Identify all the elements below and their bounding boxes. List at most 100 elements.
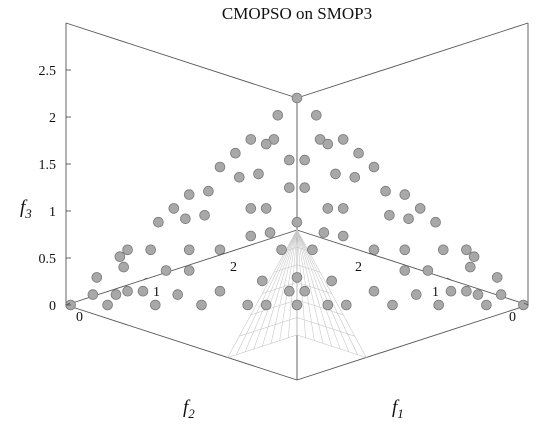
box-edge-top-right (296, 22, 529, 99)
data-point (380, 185, 391, 197)
z-tick-label: 1 (49, 205, 56, 220)
data-point (307, 244, 318, 256)
data-point (433, 299, 445, 311)
data-point (260, 203, 272, 214)
z-tick-label: 2 (49, 111, 56, 126)
data-point (491, 272, 503, 283)
data-point (196, 299, 207, 311)
data-point (183, 265, 195, 276)
data-point (518, 299, 529, 311)
floor-edge-f2 (65, 304, 298, 381)
data-point (150, 299, 161, 311)
y-tick (446, 277, 452, 281)
data-point (318, 227, 330, 238)
data-point (91, 272, 103, 283)
data-point (230, 147, 241, 159)
data-point (399, 189, 411, 200)
y-tick-label: 2 (355, 260, 362, 275)
data-point (272, 110, 284, 121)
data-point (322, 203, 334, 214)
data-point (461, 244, 472, 256)
z-tick-label: 1.5 (39, 158, 57, 173)
data-point (110, 289, 122, 300)
data-point (445, 285, 457, 297)
y-tick-label: 0 (509, 310, 516, 325)
data-point (422, 265, 434, 276)
data-point (337, 134, 349, 145)
x-tick (219, 252, 225, 256)
x-tick (65, 302, 71, 306)
data-point (283, 285, 295, 297)
data-point (322, 299, 334, 311)
data-point (114, 251, 126, 263)
data-point (495, 289, 507, 300)
z-axis-label: f3 (20, 197, 32, 221)
data-point (183, 244, 195, 256)
data-point (203, 185, 214, 197)
data-point (291, 92, 303, 104)
floor-edge-f1 (296, 304, 529, 381)
data-point (283, 182, 295, 194)
data-point (199, 210, 210, 221)
data-point (260, 138, 272, 150)
wireframe-ring (273, 264, 321, 273)
data-point (464, 261, 476, 273)
data-point (245, 203, 257, 214)
data-point (291, 272, 303, 283)
data-point (172, 289, 184, 300)
data-point (461, 285, 472, 297)
data-point (122, 285, 133, 297)
data-point (340, 299, 352, 311)
data-point (253, 168, 264, 180)
data-point (160, 265, 172, 276)
data-point (368, 161, 380, 173)
data-point (283, 154, 295, 166)
data-point (183, 189, 195, 200)
data-point (314, 134, 326, 145)
data-point (260, 299, 272, 311)
y-tick-label: 1 (432, 285, 439, 300)
chart-title: CMOPSO on SMOP3 (222, 4, 372, 23)
data-point (291, 299, 303, 311)
wireframe-ring (239, 317, 355, 337)
z-tick-label: 0.5 (39, 252, 57, 267)
data-point (268, 134, 280, 145)
data-point (399, 244, 411, 256)
data-point (102, 299, 113, 311)
data-point (87, 289, 99, 300)
data-point (384, 210, 395, 221)
data-point (387, 299, 398, 311)
data-point (245, 134, 257, 145)
data-point (276, 244, 287, 256)
data-point (299, 182, 311, 194)
x-axis-label: f1 (392, 397, 404, 421)
data-point (291, 216, 303, 228)
data-point (481, 299, 492, 311)
data-point (403, 213, 414, 225)
data-point (437, 244, 449, 256)
z-tick-label: 0 (49, 299, 56, 314)
data-point (145, 244, 157, 256)
axis-ticks: 0 0.5 1 1.5 2 2.5 0 1 2 0 1 2 (39, 64, 529, 325)
data-point (118, 261, 129, 273)
data-point (310, 110, 322, 121)
data-point (264, 227, 276, 238)
data-point (180, 213, 191, 225)
z-tick-label: 2.5 (39, 64, 57, 79)
data-point (234, 172, 245, 183)
x-tick-label: 0 (76, 310, 83, 325)
data-point (245, 230, 257, 242)
box-edge-top-left (65, 22, 298, 99)
data-point (368, 285, 380, 297)
data-point (330, 168, 341, 180)
data-point (468, 251, 480, 263)
wireframe-ring (227, 334, 367, 358)
data-point (256, 275, 268, 287)
data-point (399, 265, 411, 276)
wireframe-ring (285, 246, 309, 252)
y-tick (369, 252, 375, 256)
y-tick (523, 302, 529, 306)
data-point (414, 203, 426, 214)
data-point (214, 161, 226, 173)
